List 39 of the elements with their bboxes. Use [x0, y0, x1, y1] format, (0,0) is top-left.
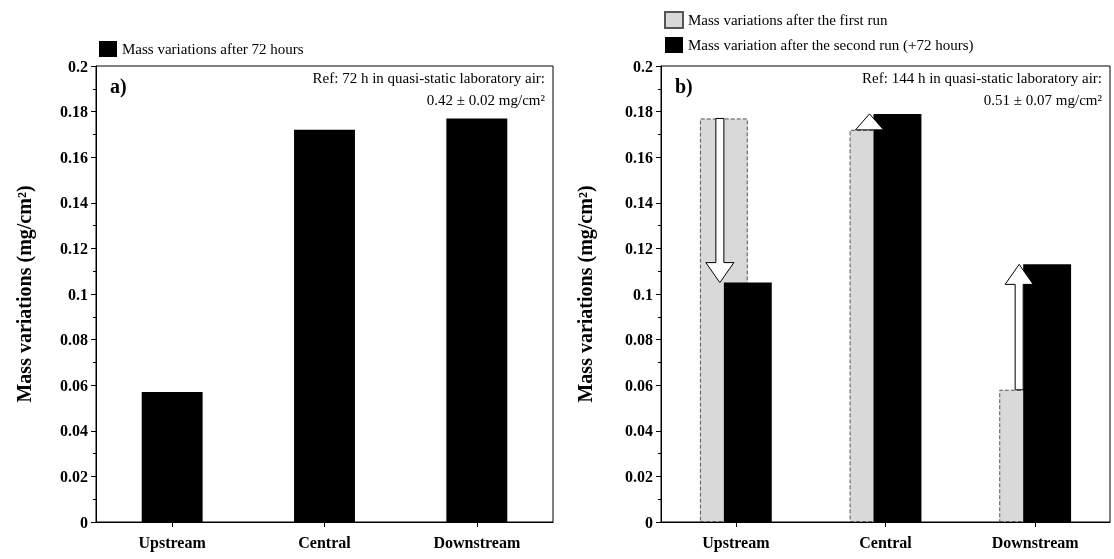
y-tick-label: 0.04 — [60, 422, 88, 440]
legend-label: Mass variations after the first run — [688, 12, 889, 28]
annotation: 0.51 ± 0.07 mg/cm² — [983, 91, 1103, 108]
y-tick-label: 0.02 — [60, 467, 88, 485]
annotation: 0.42 ± 0.02 mg/cm² — [426, 91, 546, 108]
x-tick-label: Upstream — [702, 533, 771, 552]
y-tick-label: 0.02 — [625, 467, 653, 485]
x-tick-label: Upstream — [138, 533, 207, 552]
y-tick-label: 0.2 — [68, 57, 88, 75]
x-tick-label: Central — [298, 533, 352, 551]
y-tick-label: 0.18 — [625, 103, 653, 121]
y-tick-label: 0.04 — [625, 422, 653, 440]
y-tick-label: 0.12 — [60, 239, 88, 257]
x-tick-label: Central — [859, 533, 913, 551]
y-tick-label: 0.06 — [625, 376, 653, 394]
y-tick-label: 0.16 — [60, 148, 88, 166]
y-tick-label: 0.16 — [625, 148, 653, 166]
y-tick-label: 0 — [645, 513, 653, 531]
y-tick-label: 0 — [80, 513, 88, 531]
y-tick-label: 0.12 — [625, 239, 653, 257]
y-axis-title: Mass variations (mg/cm²) — [574, 185, 597, 403]
y-tick-label: 0.08 — [625, 331, 653, 349]
legend-label: Mass variation after the second run (+72 hours) — [688, 37, 974, 54]
y-tick-label: 0.14 — [625, 194, 653, 212]
y-tick-label: 0.2 — [633, 57, 653, 75]
y-tick-label: 0.06 — [60, 376, 88, 394]
annotation: Ref: 144 h in quasi-static laboratory air: — [862, 69, 1102, 86]
x-tick-label: Downstream — [433, 533, 521, 551]
y-axis-title: Mass variations (mg/cm²) — [13, 185, 36, 403]
x-tick-label: Downstream — [991, 533, 1080, 551]
y-tick-label: 0.08 — [60, 331, 88, 349]
annotation: a) — [110, 75, 127, 98]
y-tick-label: 0.18 — [60, 103, 88, 121]
y-tick-label: 0.1 — [68, 285, 88, 303]
y-tick-label: 0.1 — [633, 285, 653, 303]
legend-label: Mass variations after 72 hours — [122, 41, 304, 57]
annotation: b) — [675, 75, 693, 98]
annotation: Ref: 72 h in quasi-static laboratory air: — [312, 69, 545, 86]
y-tick-label: 0.14 — [60, 194, 88, 212]
